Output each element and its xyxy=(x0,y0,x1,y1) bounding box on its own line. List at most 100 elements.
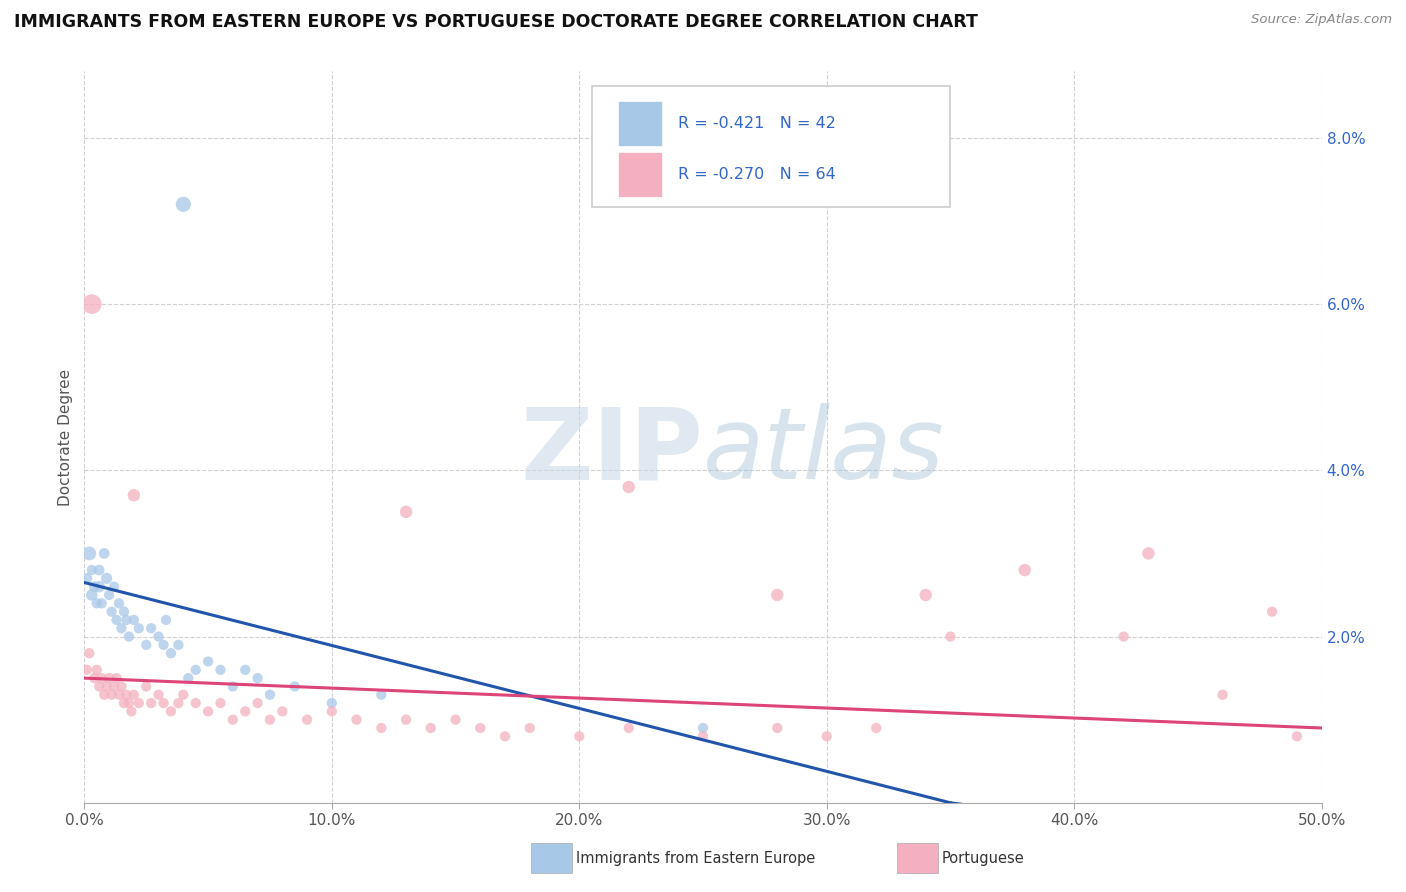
Point xyxy=(321,705,343,719)
Point xyxy=(152,638,174,652)
Point xyxy=(148,688,170,702)
Point xyxy=(83,671,105,685)
Point xyxy=(100,605,122,619)
Point xyxy=(105,671,128,685)
Point xyxy=(79,646,101,660)
Point xyxy=(197,705,219,719)
Point xyxy=(766,588,789,602)
Point xyxy=(1212,688,1234,702)
Point xyxy=(105,613,128,627)
Point xyxy=(89,563,111,577)
Point xyxy=(1285,729,1308,743)
Point xyxy=(120,705,142,719)
FancyBboxPatch shape xyxy=(617,152,662,197)
Point xyxy=(115,613,138,627)
Point xyxy=(135,638,157,652)
Point xyxy=(110,680,132,694)
Point xyxy=(112,605,135,619)
FancyBboxPatch shape xyxy=(592,86,950,207)
Point xyxy=(197,655,219,669)
Point xyxy=(167,638,190,652)
Point xyxy=(79,546,101,560)
Point xyxy=(89,580,111,594)
Point xyxy=(419,721,441,735)
Text: IMMIGRANTS FROM EASTERN EUROPE VS PORTUGUESE DOCTORATE DEGREE CORRELATION CHART: IMMIGRANTS FROM EASTERN EUROPE VS PORTUG… xyxy=(14,13,979,31)
Point xyxy=(692,729,714,743)
FancyBboxPatch shape xyxy=(617,101,662,146)
Point xyxy=(692,721,714,735)
Point xyxy=(86,663,108,677)
Point xyxy=(118,630,141,644)
Point xyxy=(155,613,177,627)
Point xyxy=(141,621,163,635)
Point xyxy=(271,705,294,719)
Point xyxy=(914,588,936,602)
Point xyxy=(86,596,108,610)
Point xyxy=(122,688,145,702)
Point xyxy=(519,721,541,735)
Point xyxy=(865,721,887,735)
Point xyxy=(103,580,125,594)
Point xyxy=(1261,605,1284,619)
Point xyxy=(346,713,368,727)
Point xyxy=(172,688,194,702)
Point xyxy=(395,505,418,519)
Point xyxy=(100,688,122,702)
Point xyxy=(222,680,245,694)
Point xyxy=(284,680,307,694)
Point xyxy=(177,671,200,685)
Point xyxy=(112,696,135,710)
Point xyxy=(395,713,418,727)
Point xyxy=(370,721,392,735)
Point xyxy=(1014,563,1036,577)
Point xyxy=(90,671,112,685)
Point xyxy=(209,696,232,710)
Point xyxy=(96,680,118,694)
Point xyxy=(89,680,111,694)
Text: Portuguese: Portuguese xyxy=(942,851,1025,865)
Point xyxy=(295,713,318,727)
Text: atlas: atlas xyxy=(703,403,945,500)
Point xyxy=(108,688,131,702)
Point xyxy=(246,671,269,685)
Point xyxy=(568,729,591,743)
Point xyxy=(93,546,115,560)
Point xyxy=(96,571,118,585)
Point xyxy=(108,596,131,610)
Point xyxy=(110,621,132,635)
Point xyxy=(246,696,269,710)
Point xyxy=(209,663,232,677)
Point xyxy=(321,696,343,710)
Text: Immigrants from Eastern Europe: Immigrants from Eastern Europe xyxy=(576,851,815,865)
Point xyxy=(184,663,207,677)
Point xyxy=(80,588,103,602)
Point xyxy=(184,696,207,710)
Point xyxy=(90,596,112,610)
Text: Source: ZipAtlas.com: Source: ZipAtlas.com xyxy=(1251,13,1392,27)
Point xyxy=(160,646,183,660)
Point xyxy=(141,696,163,710)
Y-axis label: Doctorate Degree: Doctorate Degree xyxy=(58,368,73,506)
Point xyxy=(444,713,467,727)
Point xyxy=(370,688,392,702)
Point xyxy=(259,688,281,702)
Point xyxy=(148,630,170,644)
Point xyxy=(115,688,138,702)
Point xyxy=(167,696,190,710)
Point xyxy=(128,696,150,710)
Point xyxy=(80,297,103,311)
Point xyxy=(172,197,194,211)
Point xyxy=(128,621,150,635)
Point xyxy=(617,721,640,735)
Point xyxy=(93,688,115,702)
Text: ZIP: ZIP xyxy=(520,403,703,500)
Point xyxy=(233,705,256,719)
Text: R = -0.421   N = 42: R = -0.421 N = 42 xyxy=(678,116,837,131)
Point xyxy=(98,588,121,602)
Text: R = -0.270   N = 64: R = -0.270 N = 64 xyxy=(678,167,837,182)
Point xyxy=(815,729,838,743)
Point xyxy=(80,563,103,577)
Point xyxy=(233,663,256,677)
Point xyxy=(122,613,145,627)
Point xyxy=(1112,630,1135,644)
